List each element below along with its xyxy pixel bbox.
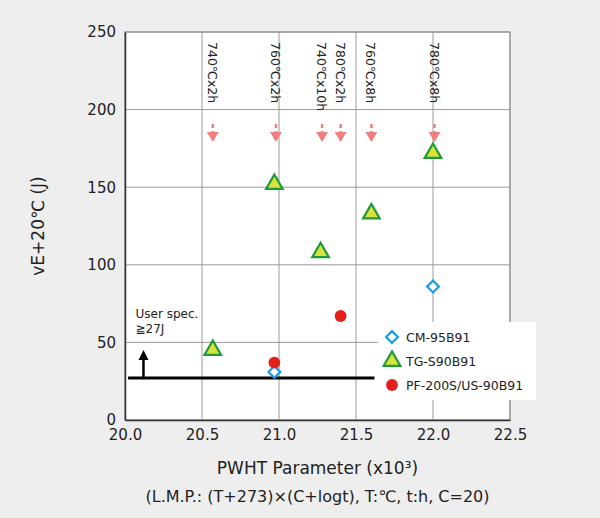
tick: 20.5 [186,420,219,444]
condition-arrow [339,124,342,132]
y-axis-title: vE+20℃ (J) [28,176,48,275]
axis-line [126,420,511,422]
condition-label: 740℃x2h [205,42,220,103]
legend-marker [384,351,401,365]
tick: 0 [106,411,125,429]
tick: 22.5 [494,420,527,444]
legend-box [378,322,536,400]
tick: 22.0 [417,420,450,444]
condition-arrowhead [207,132,219,142]
grid [125,32,510,420]
tick: 21.0 [263,420,296,444]
legend-marker [386,331,398,343]
grid-line-x [202,32,203,420]
tick: 250 [87,23,125,41]
condition-arrow [370,124,373,132]
grid-line-x [356,32,357,420]
condition-label: 740℃x10h [314,42,329,111]
point [312,243,329,257]
condition-arrow [433,124,436,132]
condition-label: 760℃x8h [363,42,378,103]
tick-label: 21.5 [340,426,373,444]
condition-arrowhead [316,132,328,142]
condition-arrowhead [365,132,377,142]
tick-label: 20.5 [186,426,219,444]
condition-arrow [321,124,324,132]
condition-label: 760℃x2h [268,42,283,103]
legend: CM-95B91 TG-S90B91 PF-200S/US-90B91 [378,322,536,400]
tick-label: 22.5 [494,426,527,444]
point [204,341,221,355]
legend-label: PF-200S/US-90B91 [406,378,523,393]
plot-frame [125,32,510,420]
condition-arrowhead [429,132,441,142]
spec: User spec.≧27J [128,307,374,378]
condition-label: 780℃x2h [333,42,348,103]
y-axis: 0 50 100 150 200 250 [87,23,125,429]
tick-label: 50 [97,334,116,352]
grid-line-y [125,264,510,265]
condition-arrowhead [335,132,347,142]
spec-arrowhead [138,350,148,360]
tick-label: 150 [87,179,116,197]
point [266,174,283,188]
spec-line [128,377,374,380]
tick: 50 [97,334,125,352]
tick: 100 [87,256,125,274]
condition-label: 780℃x8h [427,42,442,103]
legend-marker [386,379,398,391]
condition-arrow [275,124,278,132]
spec-arrow [142,358,145,378]
condition-arrow [212,124,215,132]
axis-line [125,33,127,421]
point [363,204,380,218]
spec-label: User spec. [135,307,198,321]
chart: 20.020.521.021.522.022.5050100150200250P… [0,0,600,518]
series [268,310,346,368]
point [425,143,442,157]
plot-area [125,32,510,420]
legend-label: CM-95B91 [406,330,470,345]
grid-line-y [125,187,510,188]
tick: 200 [87,101,125,119]
tick-label: 250 [87,23,116,41]
tick-label: 100 [87,256,116,274]
tick-label: 21.0 [263,426,296,444]
legend-label: TG-S90B91 [405,354,476,369]
tick-label: 22.0 [417,426,450,444]
point [427,281,439,293]
x-axis-subtitle: (L.M.P.: (T+273)×(C+logt), T:℃, t:h, C=2… [145,487,489,506]
tick-label: 200 [87,101,116,119]
tick-label: 0 [106,411,116,429]
tick: 21.5 [340,420,373,444]
x-axis-title: PWHT Parameter (x10³) [217,458,418,478]
point [335,310,347,322]
condition-arrowhead [270,132,282,142]
point [268,357,280,369]
background [0,0,600,518]
annotations: 740℃x2h 760℃x2h 740℃x10h 780℃x2h 760℃x8h 780℃… [205,42,442,142]
tick: 150 [87,179,125,197]
x-axis: 20.020.521.021.522.022.5 [109,420,527,444]
spec-label: ≧27J [135,322,164,336]
